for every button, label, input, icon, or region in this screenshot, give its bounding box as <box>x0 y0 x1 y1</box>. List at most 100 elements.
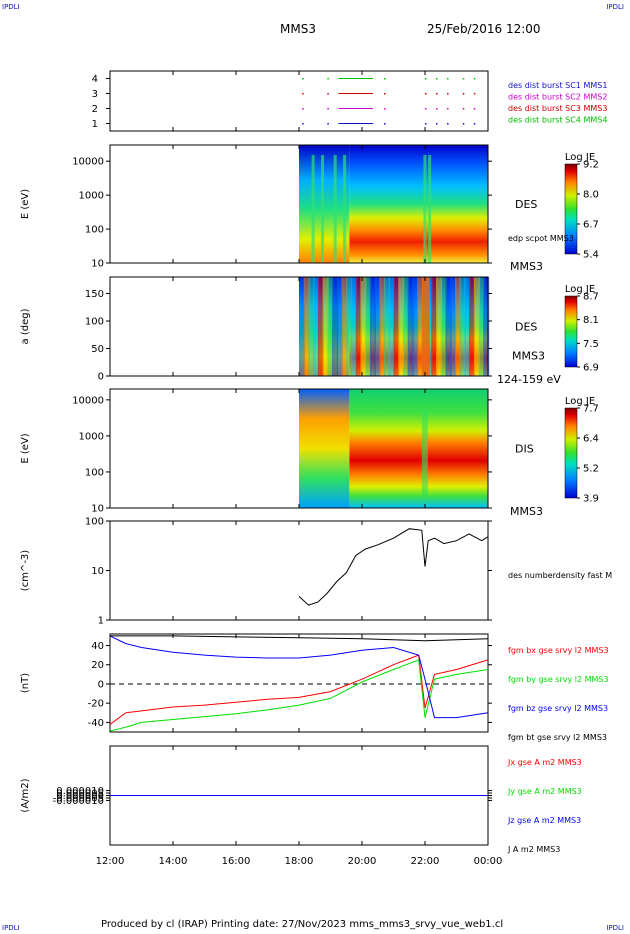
burst-dot-sc3 <box>436 93 438 95</box>
burst-dot-sc1 <box>327 123 329 125</box>
des-energy-stripe <box>343 155 347 263</box>
magnetic-field-ytick-label: 0 <box>98 679 104 690</box>
burst-legend-sc2: des dist burst SC2 MMS2 <box>508 93 607 102</box>
density-frame <box>109 520 489 621</box>
burst-panel: 1 2 3 4 des dist burst SC1 MMS1 des dist burs… <box>92 70 607 132</box>
des-pitch-ytick-label: 0 <box>98 372 104 383</box>
datetime-title: 25/Feb/2016 12:00 <box>427 22 541 36</box>
des-pitch-stripe <box>436 277 443 376</box>
des-pitch-ytick-label: 50 <box>91 344 104 355</box>
magnetic-field-panel: -40 -20 0 20 40 (nT) fgm bx gse srvy l2 MMS3 fg… <box>20 633 609 742</box>
burst-ytick-label: 4 <box>92 74 98 85</box>
des-energy-stripe <box>321 155 325 263</box>
density-legend-0: des numberdensity fast M <box>508 571 612 580</box>
time-tick-label: 14:00 <box>159 856 188 867</box>
corner-label-bottom-right: IPDLI <box>606 924 624 932</box>
current-legend-3: J A m2 MMS3 <box>507 845 560 854</box>
dis-energy-colorbar-tick-label: 7.7 <box>583 404 599 415</box>
current-legend-0: Jx gse A m2 MMS3 <box>507 758 582 767</box>
burst-dot-sc4 <box>473 78 476 80</box>
des-pitch-colorbar-title: Log JE <box>565 284 595 295</box>
des-energy-bottom-label: MMS3 <box>510 260 543 273</box>
magnetic-field-legend-3: fgm bt gse srvy l2 MMS3 <box>508 733 607 742</box>
dis-energy-panel: 10 100 1000 10000 E (eV) Log JE7.7 6.4 5.2 3.9 DI… <box>20 388 599 518</box>
magnetic-field-series-0 <box>109 654 489 725</box>
current-legend-1: Jy gse A m2 MMS3 <box>507 787 582 796</box>
des-pitch-stripe <box>454 277 461 376</box>
burst-dot-sc1 <box>462 123 465 125</box>
magnetic-field-legend-2: fgm bz gse srvy l2 MMS3 <box>508 704 608 713</box>
burst-dot-sc3 <box>425 93 427 95</box>
des-energy-sub-label: edp scpot MMS3 <box>508 234 574 243</box>
burst-dot-sc1 <box>473 123 476 125</box>
dis-energy-instrument-label: DIS <box>515 443 534 456</box>
burst-dot-sc1 <box>302 123 304 125</box>
des-pitch-colorbar-tick-label: 8.7 <box>583 292 599 303</box>
dis-energy-ytick-label: 1000 <box>79 431 104 442</box>
des-pitch-stripe <box>473 277 480 376</box>
burst-dot-sc3 <box>384 93 386 95</box>
time-tick-label: 00:00 <box>474 856 503 867</box>
des-pitch-stripe <box>360 277 367 376</box>
burst-dot-sc4 <box>327 78 329 80</box>
dis-energy-colorbar-tick-label: 3.9 <box>583 494 599 505</box>
des-pitch-colorbar-tick-label: 7.5 <box>583 339 599 350</box>
des-pitch-stripe <box>355 277 362 376</box>
des-energy-ytick-label: 1000 <box>79 191 104 202</box>
corner-label-bottom-left: IPDLI <box>2 924 20 932</box>
burst-dot-sc4 <box>462 78 465 80</box>
des-pitch-instrument-label: DES <box>515 321 537 334</box>
des-pitch-ylabel: a (deg) <box>20 308 31 344</box>
des-pitch-stripe <box>450 277 457 376</box>
des-energy-colorbar-tick-label: 5.4 <box>583 250 599 261</box>
des-pitch-stripe <box>407 277 414 376</box>
time-tick-label: 22:00 <box>411 856 440 867</box>
des-pitch-stripe <box>388 277 395 376</box>
des-pitch-stripe <box>398 277 405 376</box>
magnetic-field-legend-0: fgm bx gse srvy l2 MMS3 <box>508 646 609 655</box>
burst-ytick-label: 2 <box>92 104 98 115</box>
burst-dot-sc1 <box>447 123 449 125</box>
des-energy-colorbar-tick-label: 6.7 <box>583 220 599 231</box>
magnetic-field-series-3 <box>110 635 489 642</box>
time-tick-label: 18:00 <box>285 856 314 867</box>
magnetic-field-series-1 <box>109 659 489 732</box>
magnetic-field-frame <box>109 633 489 733</box>
corner-label-top-left: IPDLI <box>2 3 20 11</box>
des-energy-panel: 10 100 1000 10000 E (eV) Log JE9.2 8.0 6.7 5.4 DE… <box>20 144 599 273</box>
des-pitch-stripe <box>459 277 466 376</box>
dis-energy-ytick-label: 10 <box>91 504 104 515</box>
time-tick-label: 12:00 <box>96 856 125 867</box>
dis-energy-ytick-label: 100 <box>85 467 104 478</box>
dis-energy-heatmap-early <box>299 389 350 508</box>
current-ytick-label: -0.000010 <box>53 796 104 807</box>
des-pitch-stripe <box>412 277 419 376</box>
burst-dot-sc2 <box>384 108 386 110</box>
burst-legend-sc1: des dist burst SC1 MMS1 <box>508 81 607 90</box>
des-pitch-stripe <box>483 277 490 376</box>
spacecraft-title: MMS3 <box>280 22 316 36</box>
des-pitch-sub-label: MMS3 <box>512 350 545 363</box>
des-energy-stripe <box>311 155 315 263</box>
burst-dot-sc4 <box>436 78 438 80</box>
dis-energy-ytick-label: 10000 <box>72 395 104 406</box>
burst-dot-sc4 <box>425 78 427 80</box>
burst-frame <box>109 70 489 132</box>
des-energy-ytick-label: 10 <box>91 259 104 270</box>
burst-legend-sc4: des dist burst SC4 MMS4 <box>508 116 607 125</box>
burst-dot-sc4 <box>447 78 449 80</box>
des-energy-ytick-label: 10000 <box>72 157 104 168</box>
burst-dot-sc1 <box>425 123 427 125</box>
burst-dot-sc2 <box>447 108 449 110</box>
dis-energy-colorbar-tick-label: 5.2 <box>583 464 599 475</box>
des-pitch-stripe <box>464 277 471 376</box>
density-ytick-label: 10 <box>91 566 104 577</box>
magnetic-field-ylabel: (nT) <box>20 673 31 693</box>
des-pitch-colorbar <box>564 295 578 368</box>
magnetic-field-ytick-label: -20 <box>88 699 104 710</box>
des-pitch-stripe <box>336 277 343 376</box>
des-energy-heatmap-early <box>299 145 350 263</box>
des-pitch-stripe <box>369 277 376 376</box>
des-pitch-stripe <box>346 277 353 376</box>
current-ytick-label: 0.000000 <box>56 791 104 802</box>
